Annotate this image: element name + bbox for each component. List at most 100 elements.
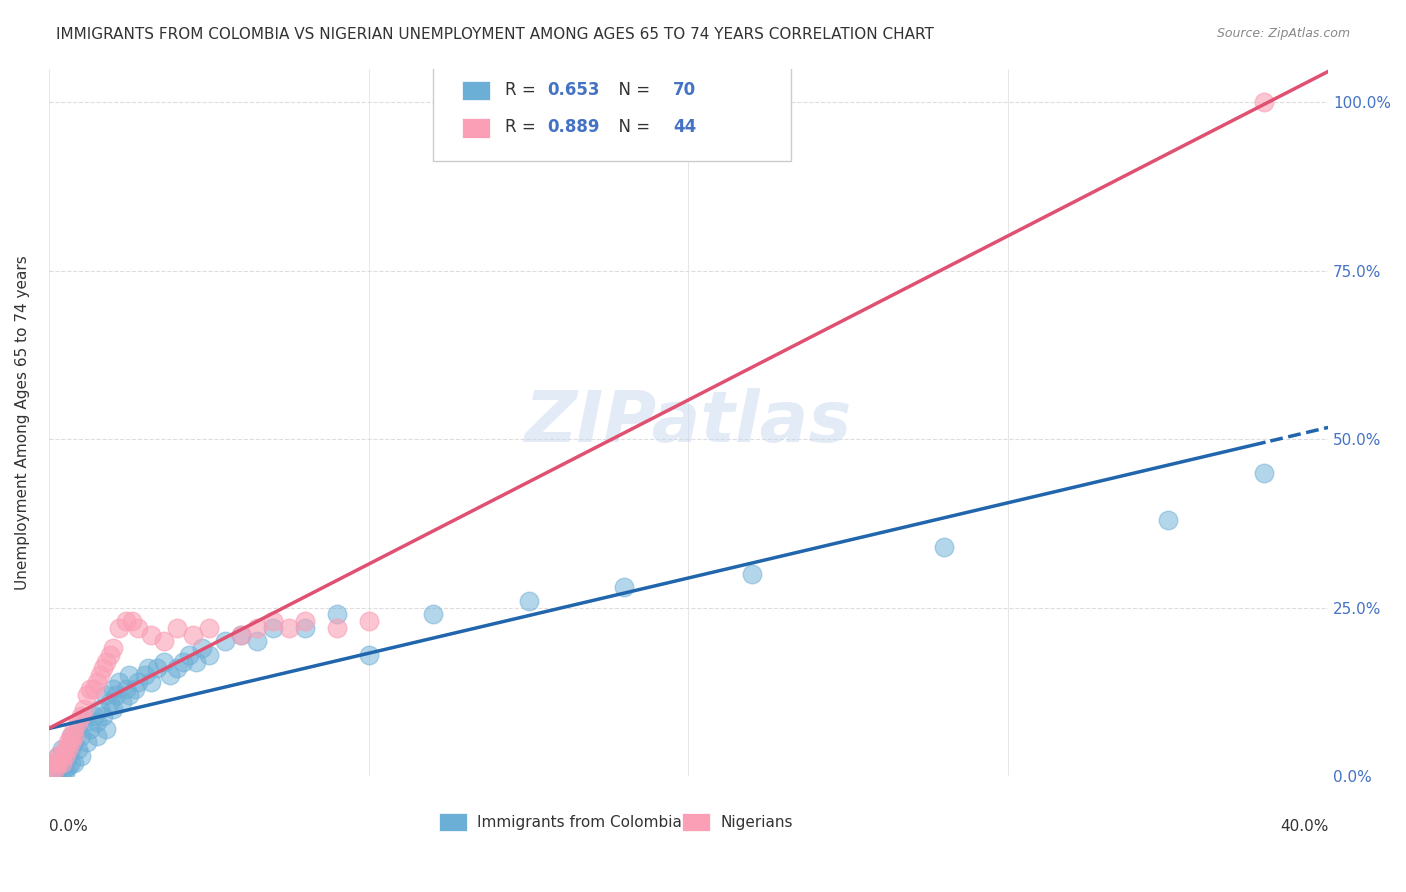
Point	[114, 614, 136, 628]
Point	[153, 655, 176, 669]
Point	[277, 621, 299, 635]
Point	[79, 681, 101, 696]
Point	[191, 641, 214, 656]
Point	[111, 695, 134, 709]
Point	[108, 674, 131, 689]
Point	[1157, 513, 1180, 527]
Point	[86, 729, 108, 743]
Text: 70: 70	[673, 81, 696, 99]
Point	[60, 729, 83, 743]
Point	[76, 688, 98, 702]
Point	[96, 655, 118, 669]
Point	[517, 594, 540, 608]
Point	[124, 681, 146, 696]
Point	[1253, 466, 1275, 480]
Point	[934, 540, 956, 554]
Point	[46, 759, 69, 773]
Point	[197, 621, 219, 635]
Text: R =: R =	[506, 81, 541, 99]
Point	[96, 688, 118, 702]
Point	[56, 742, 79, 756]
Point	[91, 661, 114, 675]
Point	[44, 756, 66, 770]
Point	[44, 763, 66, 777]
Point	[51, 756, 73, 770]
Point	[63, 729, 86, 743]
Point	[294, 621, 316, 635]
Point	[114, 681, 136, 696]
FancyBboxPatch shape	[433, 54, 790, 161]
Point	[51, 749, 73, 764]
Point	[139, 674, 162, 689]
Point	[63, 735, 86, 749]
Point	[101, 641, 124, 656]
Point	[60, 735, 83, 749]
Point	[69, 749, 91, 764]
Point	[229, 627, 252, 641]
Point	[51, 756, 73, 770]
Text: N =: N =	[607, 119, 655, 136]
Point	[46, 749, 69, 764]
Point	[91, 708, 114, 723]
Point	[121, 614, 143, 628]
Point	[66, 715, 89, 730]
Point	[153, 634, 176, 648]
Point	[104, 688, 127, 702]
Point	[246, 621, 269, 635]
Point	[53, 763, 76, 777]
Point	[86, 674, 108, 689]
Point	[214, 634, 236, 648]
Point	[118, 668, 141, 682]
Point	[101, 681, 124, 696]
Point	[98, 695, 121, 709]
Point	[262, 614, 284, 628]
FancyBboxPatch shape	[463, 118, 491, 138]
Point	[294, 614, 316, 628]
Point	[98, 648, 121, 662]
Point	[422, 607, 444, 622]
Text: Nigerians: Nigerians	[720, 814, 793, 830]
Text: IMMIGRANTS FROM COLOMBIA VS NIGERIAN UNEMPLOYMENT AMONG AGES 65 TO 74 YEARS CORR: IMMIGRANTS FROM COLOMBIA VS NIGERIAN UNE…	[56, 27, 934, 42]
Point	[96, 722, 118, 736]
Point	[60, 729, 83, 743]
Point	[66, 742, 89, 756]
Point	[134, 668, 156, 682]
Point	[108, 621, 131, 635]
Point	[56, 749, 79, 764]
Text: 40.0%: 40.0%	[1279, 819, 1329, 834]
Point	[166, 661, 188, 675]
Point	[325, 621, 347, 635]
Point	[46, 756, 69, 770]
Point	[53, 749, 76, 764]
Point	[184, 655, 207, 669]
Point	[63, 722, 86, 736]
Point	[86, 715, 108, 730]
Point	[53, 742, 76, 756]
Point	[139, 627, 162, 641]
Point	[66, 722, 89, 736]
Point	[53, 765, 76, 780]
Point	[181, 627, 204, 641]
Point	[63, 756, 86, 770]
Point	[262, 621, 284, 635]
Point	[172, 655, 194, 669]
Point	[118, 688, 141, 702]
Point	[89, 668, 111, 682]
Point	[159, 668, 181, 682]
Point	[357, 648, 380, 662]
Point	[357, 614, 380, 628]
Point	[51, 742, 73, 756]
Point	[179, 648, 201, 662]
FancyBboxPatch shape	[682, 813, 710, 831]
Point	[741, 566, 763, 581]
Point	[51, 763, 73, 777]
Point	[325, 607, 347, 622]
Point	[83, 681, 105, 696]
Y-axis label: Unemployment Among Ages 65 to 74 years: Unemployment Among Ages 65 to 74 years	[15, 255, 30, 590]
Point	[56, 735, 79, 749]
Point	[146, 661, 169, 675]
Point	[613, 581, 636, 595]
Point	[229, 627, 252, 641]
Point	[41, 763, 63, 777]
Point	[101, 702, 124, 716]
